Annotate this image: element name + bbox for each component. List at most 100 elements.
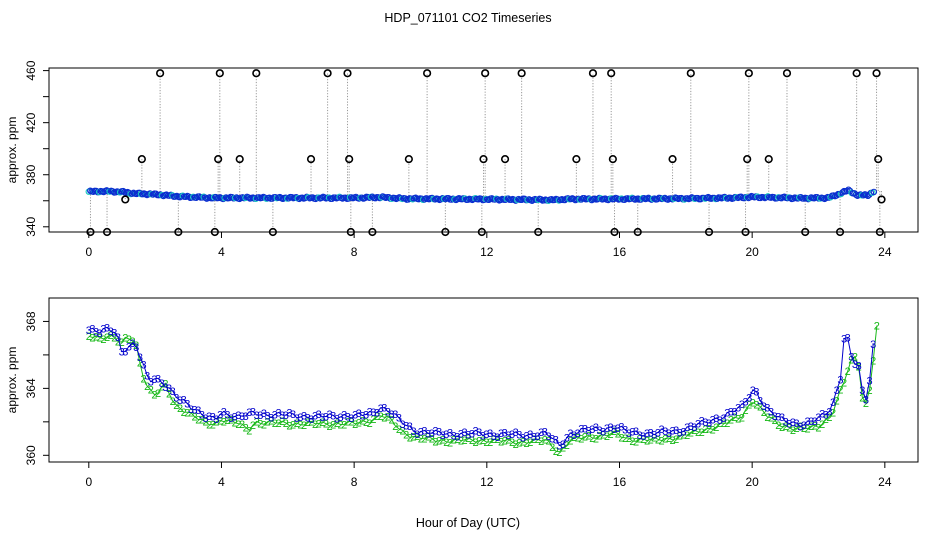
range-marker xyxy=(404,155,413,164)
data-point-label: 3 xyxy=(356,408,362,420)
data-point-label: 3 xyxy=(870,339,876,351)
data-point-label: 3 xyxy=(845,333,851,345)
data-point-label: 3 xyxy=(472,425,478,437)
data-point xyxy=(125,189,133,197)
data-point-label: 3 xyxy=(516,430,522,442)
data-point-label: 3 xyxy=(100,324,106,336)
range-marker xyxy=(343,69,352,78)
data-point-label: 2 xyxy=(436,436,442,448)
data-point-label: 2 xyxy=(655,434,661,446)
data-point-label: 2 xyxy=(768,413,774,425)
data-point-label: 3 xyxy=(575,428,581,440)
data-point-label: 3 xyxy=(97,328,103,340)
range-marker xyxy=(517,69,526,78)
data-point-label: 2 xyxy=(618,432,624,444)
data-point xyxy=(301,194,309,202)
data-point-label: 3 xyxy=(363,409,369,421)
data-point-label: 2 xyxy=(410,432,416,444)
data-point-label: 3 xyxy=(819,409,825,421)
data-point xyxy=(285,195,293,202)
data-point-label: 3 xyxy=(706,418,712,430)
data-point-label: 3 xyxy=(319,412,325,424)
data-point-label: 3 xyxy=(206,411,212,423)
top-panel: 0 4 8 12 16 20 24 340 380 420 460 approx. ppm xyxy=(5,60,919,259)
data-point-label: 2 xyxy=(753,400,759,412)
data-point-label: 3 xyxy=(283,410,289,422)
data-point-label: 2 xyxy=(673,434,679,446)
data-point-label: 2 xyxy=(440,435,446,447)
y-tick-label: 340 xyxy=(24,216,38,236)
data-point-label: 2 xyxy=(845,366,851,378)
data-point-label: 2 xyxy=(702,424,708,436)
data-point-label: 3 xyxy=(487,428,493,440)
data-point-label: 2 xyxy=(611,426,617,438)
data-point-label: 3 xyxy=(659,424,665,436)
data-point-label: 3 xyxy=(615,423,621,435)
data-point-label: 2 xyxy=(578,434,584,446)
data-point-label: 2 xyxy=(801,423,807,435)
data-point-label: 3 xyxy=(524,430,530,442)
data-point-label: 3 xyxy=(86,325,92,337)
data-point-label: 3 xyxy=(246,407,252,419)
data-point-label: 2 xyxy=(545,436,551,448)
bottom-panel-axes: 0 4 8 12 16 20 24 360 364 368 xyxy=(24,311,892,489)
range-marker xyxy=(782,69,792,78)
data-point-label: 3 xyxy=(122,346,128,358)
data-point-label: 3 xyxy=(571,430,577,442)
figure-title: HDP_071101 CO2 Timeseries xyxy=(384,11,551,25)
range-marker xyxy=(686,69,695,78)
data-point-label: 2 xyxy=(706,423,712,435)
data-point-label: 3 xyxy=(600,427,606,439)
range-marker xyxy=(874,155,883,164)
x-tick-label: 4 xyxy=(218,475,225,489)
data-point-label: 3 xyxy=(804,416,810,428)
data-point-label: 2 xyxy=(819,419,825,431)
range-marker xyxy=(608,155,617,164)
x-tick-label: 12 xyxy=(480,475,494,489)
data-point-label: 2 xyxy=(337,420,343,432)
data-point-label: 3 xyxy=(688,421,694,433)
data-point-label: 2 xyxy=(166,389,172,401)
data-point-label: 3 xyxy=(531,432,537,444)
data-point-label: 2 xyxy=(268,416,274,428)
data-point-label: 3 xyxy=(239,411,245,423)
data-point-label: 3 xyxy=(432,425,438,437)
data-point-label: 3 xyxy=(232,412,238,424)
data-point-label: 2 xyxy=(713,422,719,434)
data-point xyxy=(697,195,704,203)
data-point-label: 3 xyxy=(790,417,796,429)
data-point xyxy=(654,195,661,203)
data-point-label: 2 xyxy=(421,433,427,445)
data-point-label: 3 xyxy=(272,409,278,421)
data-point-label: 2 xyxy=(834,396,840,408)
data-point-label: 3 xyxy=(841,334,847,346)
data-point-label: 3 xyxy=(856,361,862,373)
data-point-label: 3 xyxy=(669,426,675,438)
data-point-label: 2 xyxy=(327,421,333,433)
data-point xyxy=(209,194,216,202)
data-point-label: 3 xyxy=(414,429,420,441)
data-point xyxy=(116,189,124,196)
data-point-label: 3 xyxy=(812,416,818,428)
data-point-label: 2 xyxy=(159,382,165,394)
data-point-label: 3 xyxy=(327,409,333,421)
data-point-label: 2 xyxy=(502,436,508,448)
data-point-label: 2 xyxy=(531,434,537,446)
data-point-label: 3 xyxy=(195,405,201,417)
data-point-label: 2 xyxy=(633,436,639,448)
data-point-label: 3 xyxy=(341,410,347,422)
range-marker xyxy=(877,195,886,204)
data-point-label: 2 xyxy=(400,425,406,437)
range-marker xyxy=(214,155,223,164)
data-point-label: 2 xyxy=(235,419,241,431)
range-marker xyxy=(744,69,753,78)
data-point-label: 3 xyxy=(783,417,789,429)
data-point-label: 2 xyxy=(874,321,880,333)
data-point-label: 2 xyxy=(425,431,431,443)
data-point-label: 2 xyxy=(348,417,354,429)
data-point-label: 3 xyxy=(330,410,336,422)
data-point-label: 3 xyxy=(385,407,391,419)
data-point-label: 2 xyxy=(823,414,829,426)
series-line xyxy=(88,326,874,446)
data-point-label: 3 xyxy=(618,421,624,433)
